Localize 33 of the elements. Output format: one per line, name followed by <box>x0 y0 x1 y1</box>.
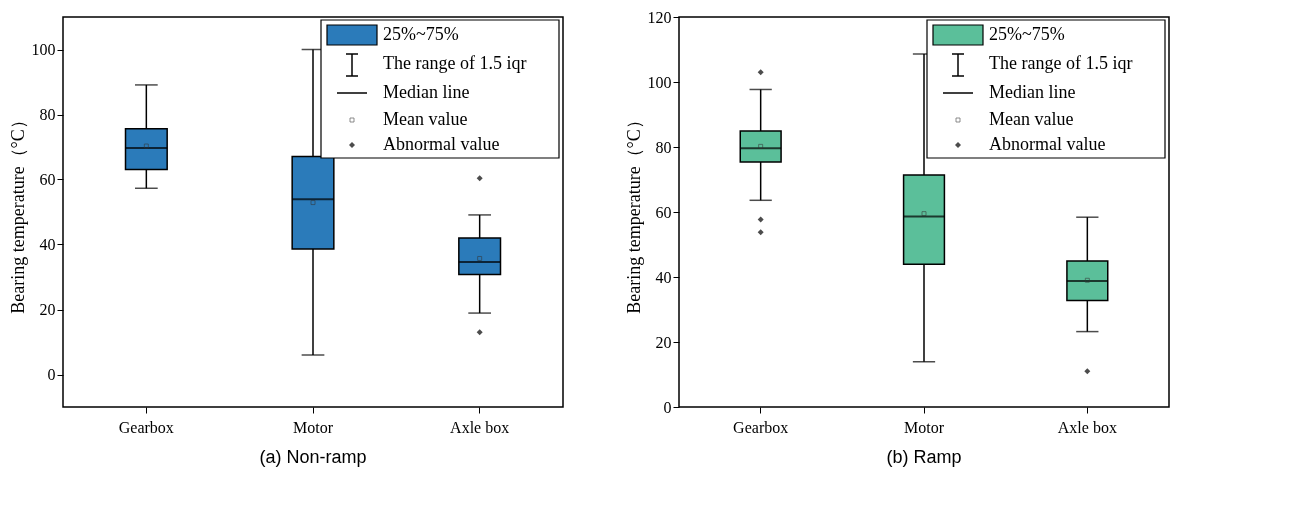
annotation: Median line <box>989 82 1076 102</box>
x-tick-label: Axle box <box>450 418 510 436</box>
text: (b) Ramp <box>886 447 962 467</box>
y-tick-label: 40 <box>655 268 672 286</box>
annotation: Abnormal value <box>383 134 500 154</box>
x-tick-label: Motor <box>904 418 945 436</box>
y-tick-label: 80 <box>39 106 56 123</box>
x-tick-label: Gearbox <box>733 418 789 436</box>
legend-label: 25%~75% <box>989 24 1065 44</box>
annotation: Abnormal value <box>989 134 1106 154</box>
text: (a) Non-ramp <box>259 447 367 467</box>
y-tick-label: 0 <box>47 366 56 383</box>
y-tick-label: 120 <box>647 8 672 26</box>
x-tick-label: Gearbox <box>118 418 174 436</box>
y-axis-title: Bearing temperature（°C） <box>7 111 28 314</box>
x-tick-label: Axle box <box>1057 418 1117 436</box>
annotation: The range of 1.5 iqr <box>989 53 1133 73</box>
y-axis-title: Bearing temperature（°C） <box>623 111 644 314</box>
y-tick-label: 60 <box>655 203 672 221</box>
annotation: Median line <box>383 82 470 102</box>
y-tick-label: 100 <box>647 73 672 91</box>
annotation: Mean value <box>383 109 468 129</box>
y-tick-label: 20 <box>655 333 672 351</box>
legend-label: 25%~75% <box>383 24 459 44</box>
x-tick-label: Motor <box>293 418 334 436</box>
y-tick-label: 20 <box>39 301 56 318</box>
annotation: Mean value <box>989 109 1074 129</box>
y-tick-label: 80 <box>655 138 672 156</box>
y-tick-label: 60 <box>39 171 56 188</box>
annotation: The range of 1.5 iqr <box>383 53 527 73</box>
y-tick-label: 40 <box>39 236 56 253</box>
y-tick-label: 100 <box>31 41 56 58</box>
y-tick-label: 0 <box>663 398 672 416</box>
